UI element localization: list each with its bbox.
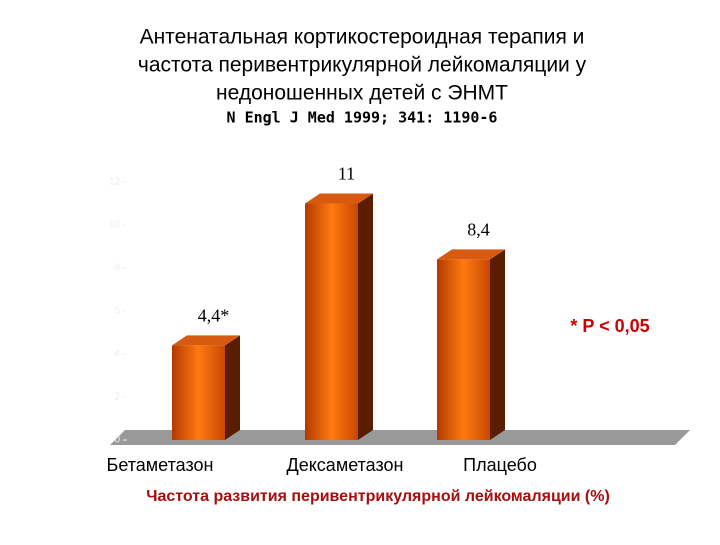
y-tick-label: 2 [114, 392, 120, 403]
floor [110, 430, 690, 445]
bar [172, 345, 225, 440]
x-tick-label: Бетаметазон [107, 455, 214, 475]
x-tick-label: Плацебо [463, 455, 537, 475]
title-line: недоношенных детей с ЭНМТ [216, 82, 508, 105]
subtitle: N Engl J Med 1999; 341: 1190-6 [227, 109, 498, 127]
value-label: 8,4 [467, 220, 490, 240]
bar-top [172, 335, 240, 346]
x-axis-label: Частота развития перивентрикулярной лейк… [146, 488, 610, 505]
bar [437, 259, 490, 440]
bar-side [225, 335, 240, 440]
y-tick-label: 10 [109, 220, 121, 231]
title-line: Антенатальная кортикостероидная терапия … [140, 26, 585, 49]
bar-side [490, 249, 505, 440]
annotation: * P < 0,05 [570, 316, 649, 336]
bar [305, 203, 358, 440]
bar-top [437, 249, 505, 260]
bar-side [358, 193, 373, 440]
value-label: 11 [338, 164, 355, 184]
x-tick-label: Дексаметазон [287, 455, 404, 475]
title-line: частота перивентрикулярной лейкомаляции … [138, 54, 587, 77]
y-tick-label: 0 [114, 435, 120, 446]
y-tick-label: 8 [114, 263, 120, 274]
bar-top [305, 193, 373, 204]
y-tick-label: 6 [114, 306, 120, 317]
y-tick-label: 4 [114, 349, 120, 360]
value-label: 4,4* [198, 306, 230, 326]
y-tick-label: 12 [109, 177, 121, 188]
